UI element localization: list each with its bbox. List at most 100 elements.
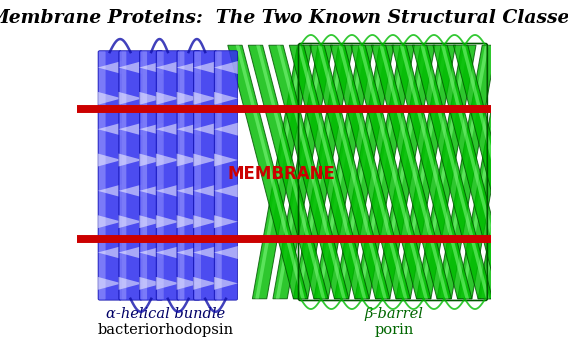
Polygon shape — [139, 123, 163, 136]
FancyBboxPatch shape — [99, 51, 106, 299]
Polygon shape — [139, 215, 163, 228]
Polygon shape — [400, 45, 469, 299]
Polygon shape — [335, 45, 394, 299]
FancyBboxPatch shape — [156, 51, 179, 300]
Polygon shape — [255, 45, 304, 299]
Polygon shape — [156, 215, 179, 228]
Polygon shape — [256, 45, 325, 299]
Polygon shape — [236, 45, 305, 299]
Polygon shape — [119, 184, 143, 197]
Text: α-helical bundle: α-helical bundle — [106, 307, 225, 321]
Polygon shape — [119, 215, 143, 228]
Polygon shape — [214, 215, 238, 228]
Polygon shape — [193, 92, 217, 105]
Polygon shape — [440, 45, 488, 299]
FancyBboxPatch shape — [194, 51, 217, 300]
FancyBboxPatch shape — [177, 51, 200, 300]
Polygon shape — [461, 45, 509, 299]
FancyBboxPatch shape — [98, 51, 122, 300]
Polygon shape — [331, 45, 410, 299]
Polygon shape — [139, 277, 163, 290]
Polygon shape — [214, 246, 238, 259]
Text: β-barrel: β-barrel — [365, 307, 423, 321]
Polygon shape — [139, 61, 163, 74]
Polygon shape — [193, 277, 217, 290]
Polygon shape — [119, 123, 143, 136]
Polygon shape — [297, 45, 366, 299]
FancyBboxPatch shape — [120, 51, 126, 299]
Polygon shape — [441, 45, 510, 299]
Polygon shape — [314, 45, 373, 299]
Polygon shape — [433, 45, 513, 299]
Text: MEMBRANE: MEMBRANE — [228, 165, 336, 183]
Polygon shape — [156, 184, 179, 197]
Polygon shape — [358, 45, 407, 299]
Polygon shape — [399, 45, 448, 299]
Polygon shape — [310, 45, 390, 299]
FancyBboxPatch shape — [140, 51, 147, 299]
FancyBboxPatch shape — [178, 51, 185, 299]
Polygon shape — [193, 61, 217, 74]
Polygon shape — [119, 61, 143, 74]
FancyBboxPatch shape — [140, 51, 163, 300]
Polygon shape — [98, 215, 122, 228]
FancyBboxPatch shape — [214, 51, 237, 300]
FancyBboxPatch shape — [215, 51, 222, 299]
Polygon shape — [461, 45, 531, 299]
Polygon shape — [420, 45, 490, 299]
Polygon shape — [277, 45, 346, 299]
Polygon shape — [139, 184, 163, 197]
Polygon shape — [119, 277, 143, 290]
Polygon shape — [339, 45, 407, 299]
Polygon shape — [98, 153, 122, 166]
Polygon shape — [98, 277, 122, 290]
Polygon shape — [98, 184, 122, 197]
Polygon shape — [296, 45, 345, 299]
Polygon shape — [355, 45, 415, 299]
Polygon shape — [139, 246, 163, 259]
Polygon shape — [228, 45, 308, 299]
Polygon shape — [214, 153, 238, 166]
Polygon shape — [177, 277, 201, 290]
Polygon shape — [177, 123, 201, 136]
Polygon shape — [177, 92, 201, 105]
Polygon shape — [359, 45, 428, 299]
Polygon shape — [119, 153, 143, 166]
FancyBboxPatch shape — [194, 51, 201, 299]
Polygon shape — [458, 45, 517, 299]
Polygon shape — [419, 45, 468, 299]
Polygon shape — [453, 45, 533, 299]
FancyBboxPatch shape — [157, 51, 164, 299]
Polygon shape — [139, 153, 163, 166]
Polygon shape — [379, 45, 449, 299]
Polygon shape — [156, 123, 179, 136]
Polygon shape — [478, 45, 537, 299]
Polygon shape — [214, 61, 238, 74]
Polygon shape — [177, 153, 201, 166]
Text: Membrane Proteins:  The Two Known Structural Classes: Membrane Proteins: The Two Known Structu… — [0, 9, 568, 27]
Polygon shape — [156, 61, 179, 74]
Polygon shape — [273, 45, 332, 299]
Polygon shape — [371, 45, 452, 299]
Polygon shape — [156, 92, 179, 105]
Polygon shape — [248, 45, 328, 299]
Polygon shape — [98, 92, 122, 105]
FancyBboxPatch shape — [119, 51, 142, 300]
Polygon shape — [317, 45, 366, 299]
Polygon shape — [139, 92, 163, 105]
Polygon shape — [351, 45, 431, 299]
Polygon shape — [156, 246, 179, 259]
Polygon shape — [177, 61, 201, 74]
Polygon shape — [193, 153, 217, 166]
Polygon shape — [337, 45, 386, 299]
Polygon shape — [214, 92, 238, 105]
Polygon shape — [416, 45, 476, 299]
Polygon shape — [156, 153, 179, 166]
Polygon shape — [396, 45, 456, 299]
Polygon shape — [214, 277, 238, 290]
Polygon shape — [119, 246, 143, 259]
Polygon shape — [289, 45, 369, 299]
Polygon shape — [318, 45, 387, 299]
Polygon shape — [156, 277, 179, 290]
Text: bacteriorhodopsin: bacteriorhodopsin — [98, 323, 234, 337]
